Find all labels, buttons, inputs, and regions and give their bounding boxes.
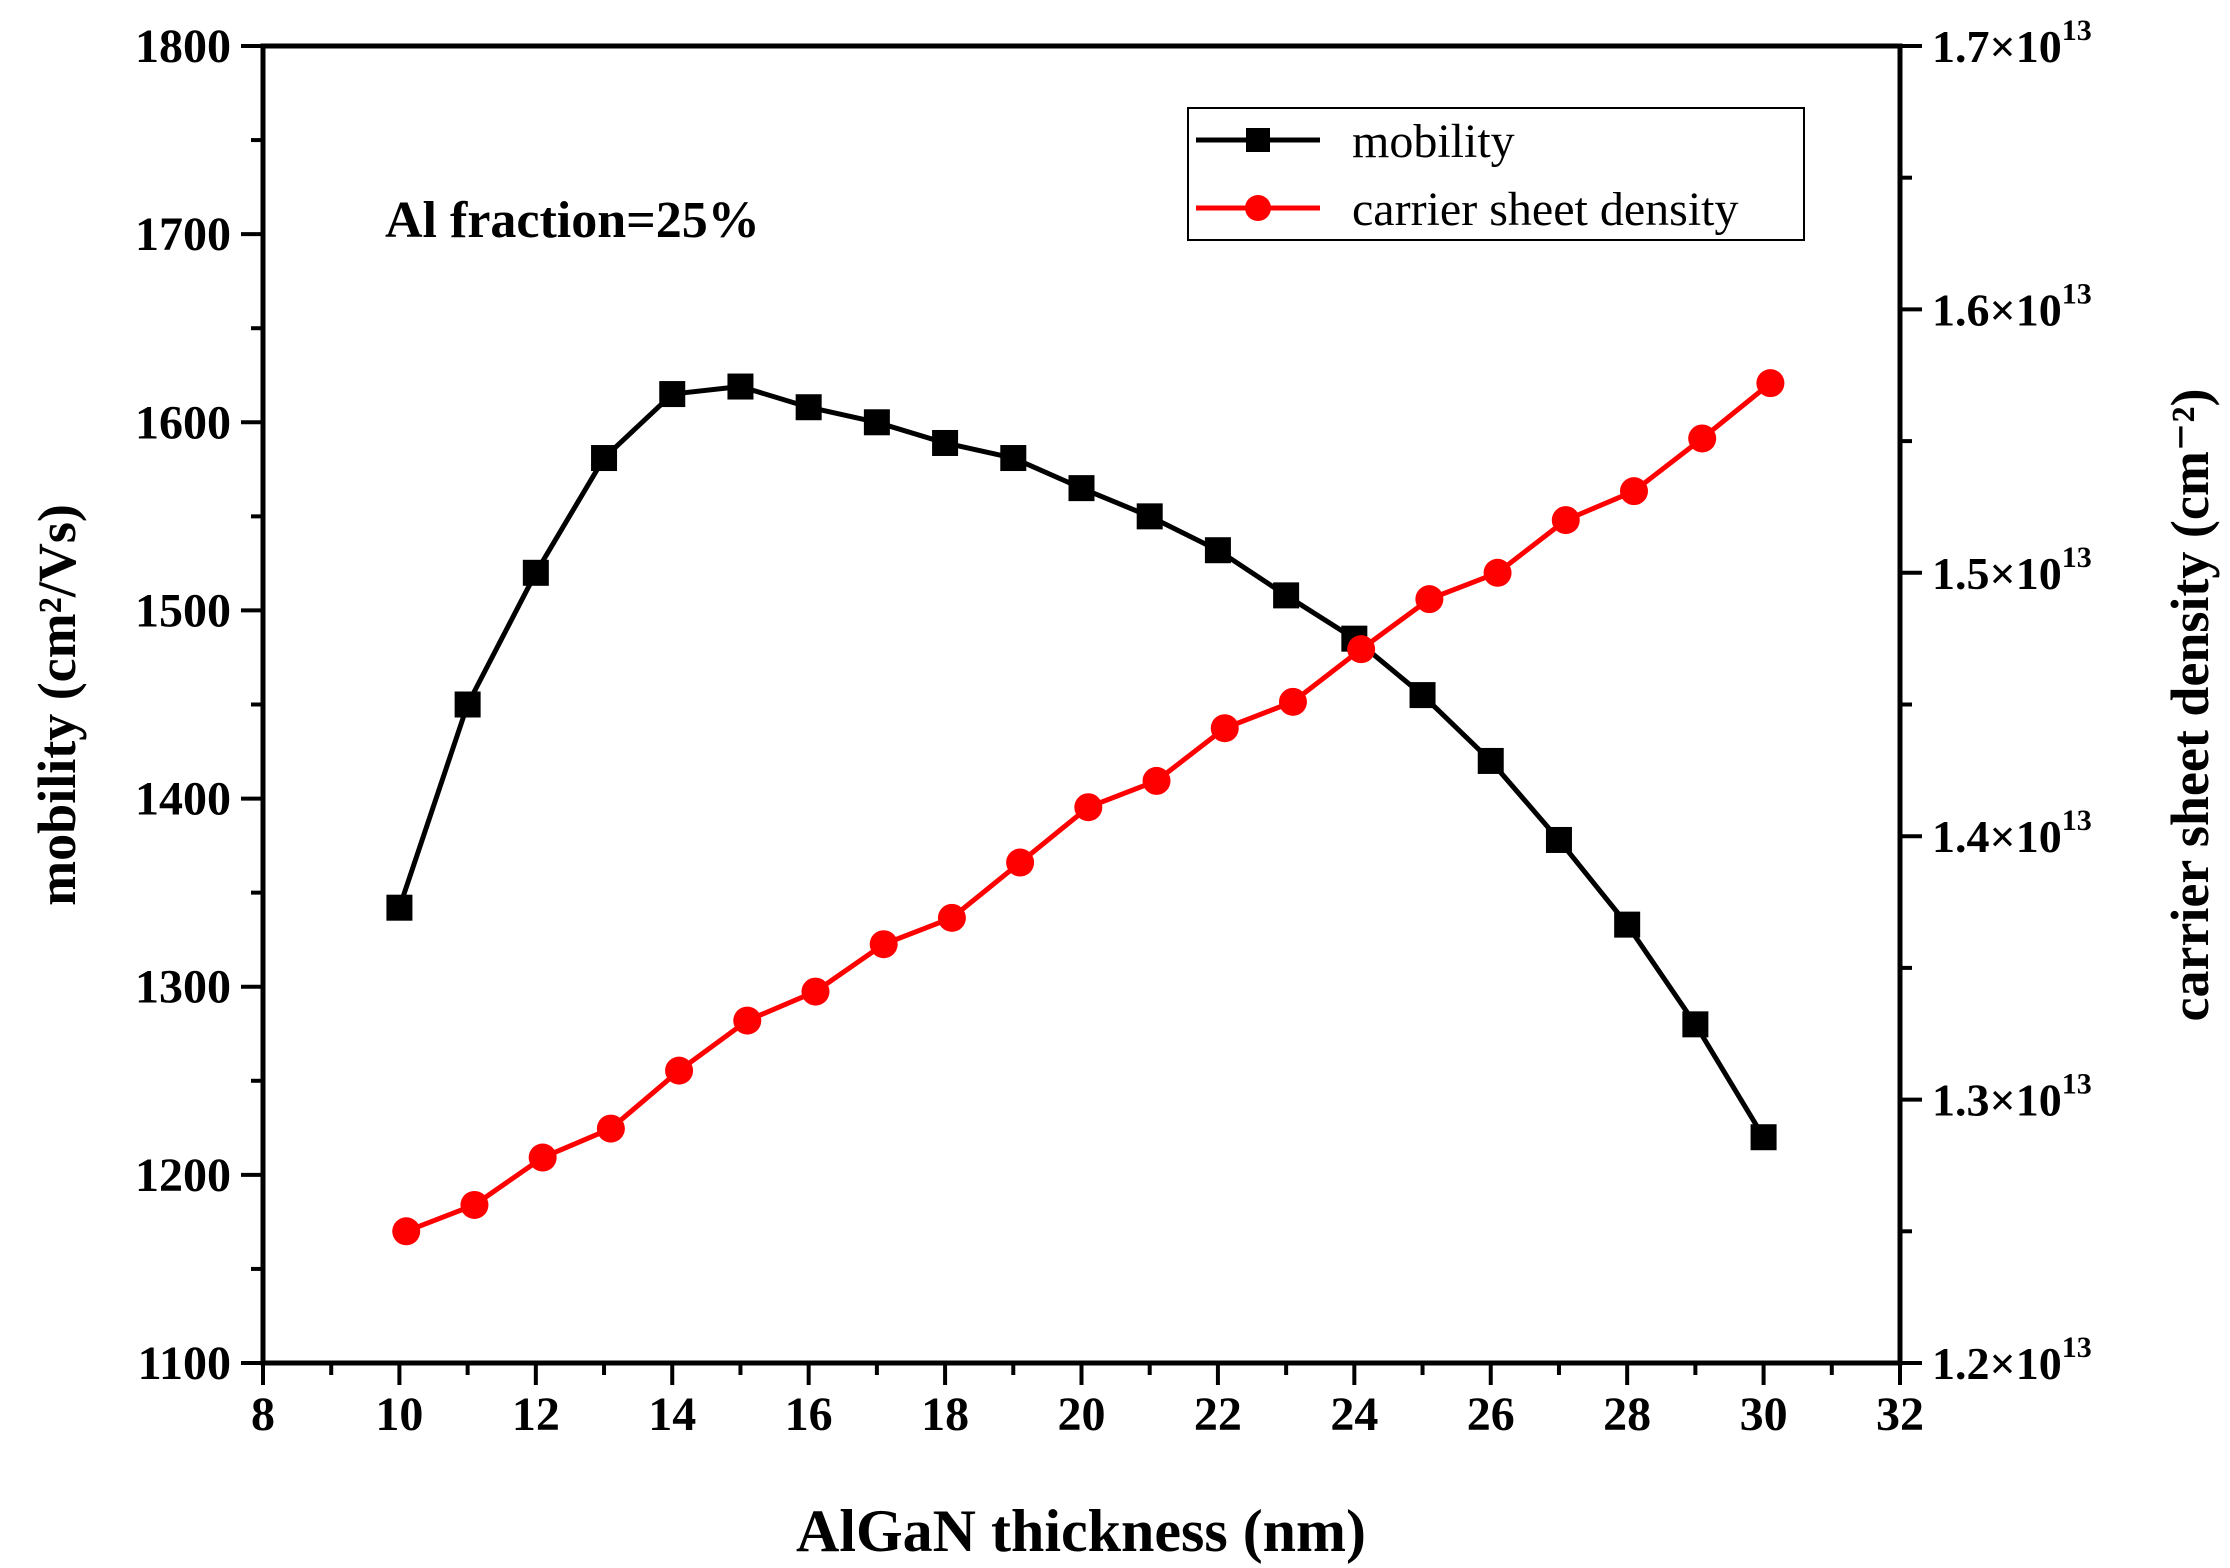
legend-density-label: carrier sheet density [1352, 183, 1738, 236]
mobility-point [1204, 537, 1231, 564]
mobility-point [1545, 826, 1572, 853]
y-left-tick-label: 1600 [135, 396, 231, 449]
x-tick-label: 16 [785, 1388, 833, 1441]
x-tick-label: 28 [1603, 1388, 1651, 1441]
x-axis-label: AlGaN thickness (nm) [796, 1498, 1366, 1564]
y-left-tick-label: 1700 [135, 208, 231, 261]
carrier-density-point [1756, 369, 1785, 398]
carrier-density-point [733, 1006, 762, 1035]
mobility-point [863, 409, 890, 436]
y-right-tick-exponent: 13 [2062, 1331, 2092, 1364]
carrier-density-point [1278, 687, 1307, 716]
x-tick-label: 26 [1467, 1388, 1515, 1441]
mobility-point [386, 894, 413, 921]
y-axis-left-label: mobility (cm²/Vs) [27, 504, 87, 906]
mobility-point [454, 691, 481, 718]
carrier-density-point [937, 903, 966, 932]
y-right-tick-label: 1.6×1013 [1932, 277, 2092, 335]
x-tick-label: 12 [512, 1388, 560, 1441]
mobility-point [1750, 1124, 1777, 1151]
carrier-density-point [1688, 424, 1717, 453]
x-tick-label: 24 [1330, 1388, 1378, 1441]
mobility-point [727, 373, 754, 400]
y-right-tick-label: 1.4×1013 [1932, 804, 2092, 862]
y-right-tick-exponent: 13 [2062, 14, 2092, 47]
y-left-tick-label: 1400 [135, 773, 231, 826]
legend-density-marker [1245, 195, 1271, 221]
mobility-point [932, 429, 959, 456]
x-tick-label: 32 [1876, 1388, 1924, 1441]
mobility-point [1000, 445, 1027, 472]
carrier-density-point [1074, 793, 1103, 822]
carrier-density-point [869, 930, 898, 959]
legend-mobility-label: mobility [1352, 115, 1515, 168]
y-right-tick-exponent: 13 [2062, 277, 2092, 310]
y-left-tick-label: 1200 [135, 1149, 231, 1202]
carrier-density-point [1619, 477, 1648, 506]
carrier-density-point [596, 1114, 625, 1143]
carrier-density-point [392, 1217, 421, 1246]
y-left-tick-label: 1800 [135, 20, 231, 73]
x-tick-label: 30 [1740, 1388, 1788, 1441]
mobility-point [1409, 682, 1436, 709]
x-tick-label: 8 [251, 1388, 275, 1441]
mobility-point [522, 559, 549, 586]
y-right-tick-exponent: 13 [2062, 541, 2092, 574]
carrier-density-point [1142, 766, 1171, 795]
mobility-point [1068, 475, 1095, 502]
mobility-point [591, 445, 618, 472]
y-right-tick-label: 1.7×1013 [1932, 14, 2092, 72]
y-left-tick-label: 1100 [138, 1337, 231, 1390]
carrier-density-point [801, 977, 830, 1006]
mobility-point [1273, 582, 1300, 609]
x-tick-label: 22 [1194, 1388, 1242, 1441]
mobility-point [795, 394, 822, 421]
carrier-density-point [1210, 714, 1239, 743]
mobility-point [1136, 503, 1163, 530]
carrier-density-point [1415, 585, 1444, 614]
carrier-density-point [1006, 848, 1035, 877]
y-left-tick-label: 1500 [135, 584, 231, 637]
y-left-tick-label: 1300 [135, 961, 231, 1014]
carrier-density-point [528, 1143, 557, 1172]
carrier-density-point [1551, 506, 1580, 535]
y-right-tick-label: 1.2×1013 [1932, 1331, 2092, 1389]
mobility-point [1614, 911, 1641, 938]
carrier-density-point [665, 1056, 694, 1085]
x-tick-label: 20 [1058, 1388, 1106, 1441]
y-right-tick-label: 1.5×1013 [1932, 541, 2092, 599]
annotation-text: Al fraction=25% [385, 192, 760, 249]
x-tick-label: 18 [921, 1388, 969, 1441]
y-right-tick-exponent: 13 [2062, 1068, 2092, 1101]
plot-series [386, 369, 1785, 1246]
x-tick-label: 14 [648, 1388, 696, 1441]
plot-frame [260, 43, 1903, 1366]
legend: mobility carrier sheet density [1187, 107, 1805, 241]
y-right-tick-label: 1.3×1013 [1932, 1068, 2092, 1126]
carrier-density-point [460, 1190, 489, 1219]
mobility-point [1682, 1011, 1709, 1038]
mobility-point [659, 381, 686, 408]
x-tick-label: 10 [375, 1388, 423, 1441]
y-right-tick-exponent: 13 [2062, 804, 2092, 837]
legend-box [1187, 107, 1805, 241]
mobility-point [1477, 747, 1504, 774]
carrier-density-point [1347, 635, 1376, 664]
legend-mobility-marker [1246, 128, 1270, 152]
carrier-density-point [1483, 558, 1512, 587]
y-axis-right-label: carrier sheet density (cm⁻²) [2160, 389, 2220, 1022]
